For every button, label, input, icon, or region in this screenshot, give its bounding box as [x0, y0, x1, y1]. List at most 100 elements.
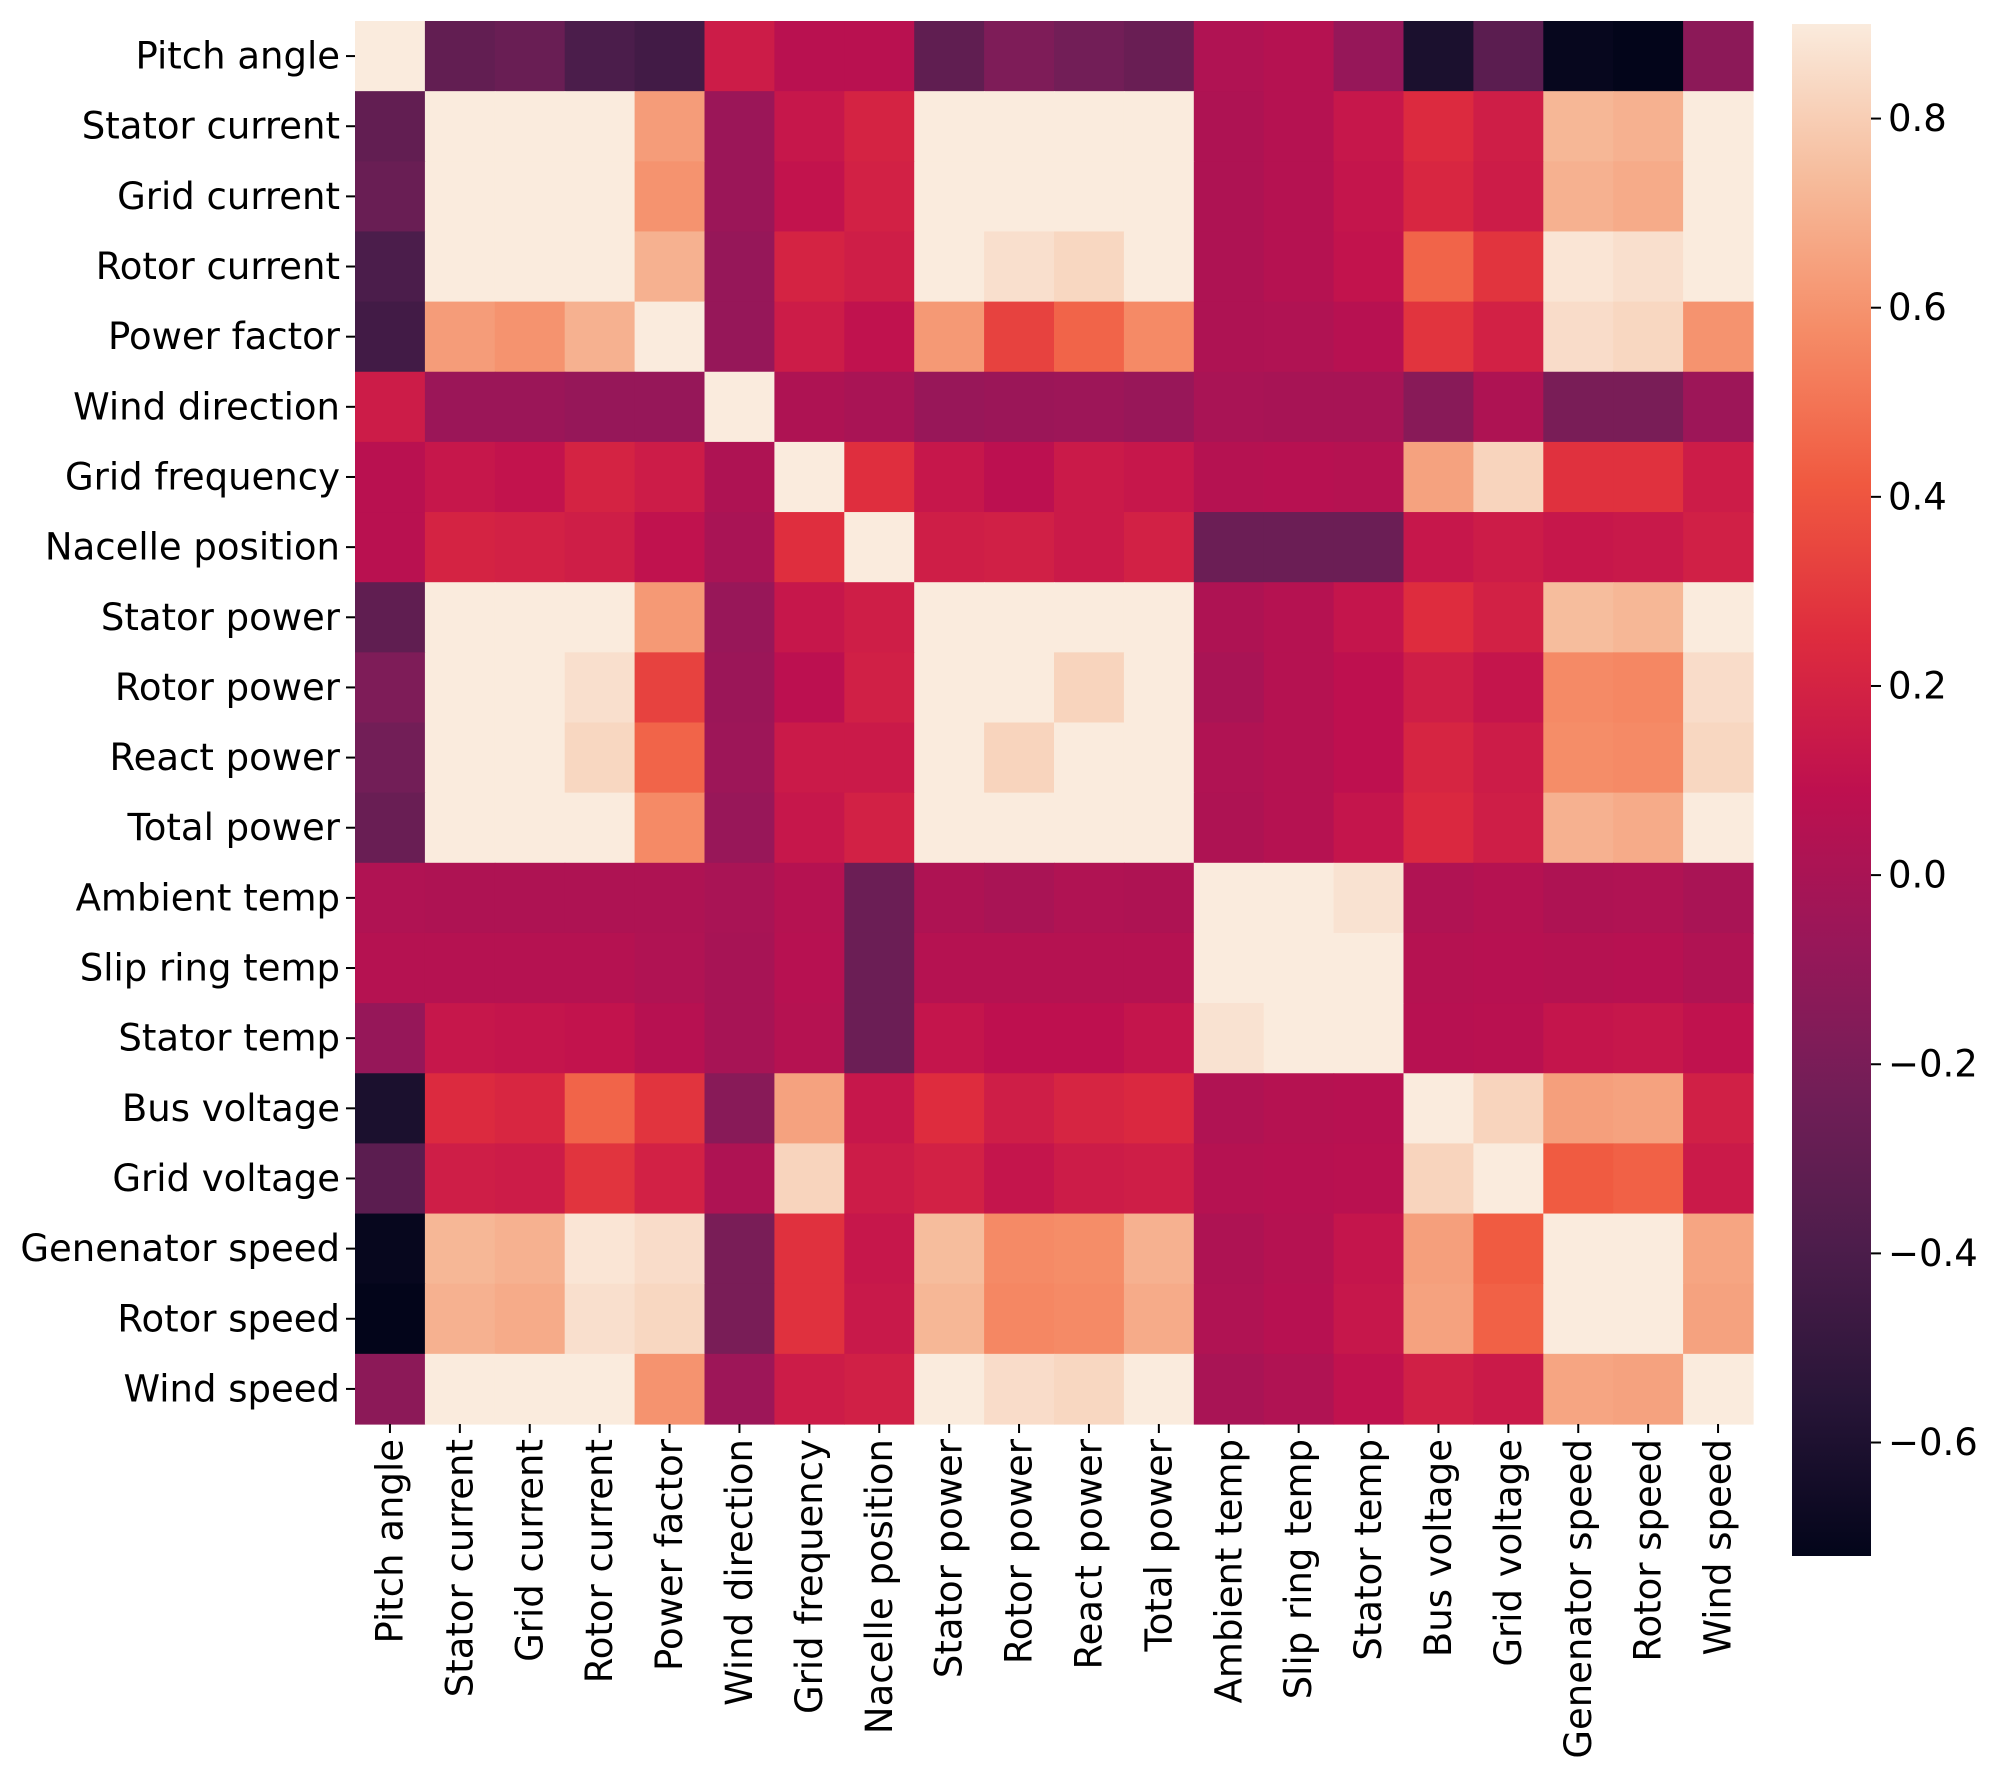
- heatmap-cell-grid-frequency-stator-temp: [1333, 441, 1405, 513]
- heatmap-cell-wind-speed-stator-power: [914, 1353, 985, 1425]
- heatmap-cell-pitch-angle-slip-ring-temp: [1263, 21, 1335, 92]
- heatmap-cell-total-power-bus-voltage: [1403, 792, 1474, 864]
- heatmap-cell-wind-direction-wind-speed: [1683, 371, 1754, 443]
- y-tick-label-wind-direction: Wind direction: [73, 385, 340, 428]
- heatmap-cell-wind-direction-pitch-angle: [355, 371, 426, 443]
- heatmap-cell-nacelle-position-react-power: [1054, 512, 1125, 583]
- heatmap-cell-ambient-temp-rotor-speed: [1613, 862, 1684, 934]
- heatmap-cell-rotor-current-bus-voltage: [1403, 231, 1474, 303]
- heatmap-cell-rotor-power-grid-current: [494, 652, 566, 724]
- heatmap-cell-pitch-angle-ambient-temp: [1193, 21, 1265, 92]
- x-tick-label-total-power: Total power: [1137, 1438, 1180, 1652]
- heatmap-cell-genenator-speed-grid-frequency: [774, 1213, 845, 1285]
- heatmap-cell-rotor-current-react-power: [1054, 231, 1125, 303]
- heatmap-cell-pitch-angle-rotor-speed: [1613, 21, 1684, 92]
- heatmap-cell-wind-direction-rotor-current: [564, 371, 636, 443]
- heatmap-cell-wind-direction-power-factor: [634, 371, 706, 443]
- colorbar-tick-label: 0.6: [1888, 286, 1947, 329]
- heatmap-cell-rotor-power-power-factor: [634, 652, 706, 724]
- heatmap-cell-rotor-speed-stator-current: [424, 1283, 496, 1355]
- heatmap-cell-stator-power-wind-speed: [1683, 582, 1754, 653]
- heatmap-cell-grid-current-power-factor: [634, 161, 706, 233]
- heatmap-cell-rotor-current-rotor-speed: [1613, 231, 1684, 303]
- x-axis-labels: Pitch angle Stator current Grid current Rot…: [368, 1424, 1740, 1759]
- heatmap-cell-wind-speed-wind-speed: [1683, 1353, 1754, 1425]
- heatmap-cell-stator-power-rotor-power: [984, 582, 1055, 653]
- heatmap-cell-bus-voltage-stator-power: [914, 1073, 985, 1144]
- heatmap-cell-stator-power-react-power: [1054, 582, 1125, 653]
- heatmap-cell-stator-power-grid-voltage: [1473, 582, 1544, 653]
- heatmap-cell-grid-current-bus-voltage: [1403, 161, 1474, 233]
- heatmap-cell-grid-frequency-nacelle-position: [844, 441, 915, 513]
- heatmap-cell-wind-speed-react-power: [1054, 1353, 1125, 1425]
- heatmap-cell-rotor-speed-genenator-speed: [1543, 1283, 1614, 1355]
- heatmap-cell-genenator-speed-grid-voltage: [1473, 1213, 1544, 1285]
- heatmap-cell-genenator-speed-power-factor: [634, 1213, 706, 1285]
- heatmap-cell-slip-ring-temp-genenator-speed: [1543, 932, 1614, 1004]
- heatmap-cell-grid-voltage-rotor-speed: [1613, 1143, 1684, 1215]
- heatmap-cell-nacelle-position-bus-voltage: [1403, 512, 1474, 583]
- heatmap-cell-bus-voltage-stator-temp: [1333, 1073, 1405, 1144]
- x-tick-label-slip-ring-temp: Slip ring temp: [1277, 1439, 1320, 1699]
- heatmap-cell-react-power-pitch-angle: [355, 722, 426, 794]
- heatmap-cell-rotor-power-bus-voltage: [1403, 652, 1474, 724]
- heatmap-cell-power-factor-rotor-current: [564, 301, 636, 373]
- heatmap-cell-rotor-current-total-power: [1123, 231, 1195, 303]
- heatmap-cell-rotor-power-react-power: [1054, 652, 1125, 724]
- heatmap-cell-react-power-wind-speed: [1683, 722, 1754, 794]
- heatmap-cell-grid-voltage-pitch-angle: [355, 1143, 426, 1215]
- heatmap-cell-slip-ring-temp-grid-current: [494, 932, 566, 1004]
- heatmap-cell-rotor-speed-stator-temp: [1333, 1283, 1405, 1355]
- heatmap-cell-rotor-power-ambient-temp: [1193, 652, 1265, 724]
- heatmap-cell-react-power-wind-direction: [704, 722, 775, 794]
- y-tick-label-ambient-temp: Ambient temp: [76, 876, 340, 919]
- heatmap-cell-react-power-stator-current: [424, 722, 496, 794]
- heatmap-cell-react-power-stator-power: [914, 722, 985, 794]
- heatmap-cell-slip-ring-temp-power-factor: [634, 932, 706, 1004]
- heatmap-cell-rotor-speed-total-power: [1123, 1283, 1195, 1355]
- heatmap-cell-nacelle-position-slip-ring-temp: [1263, 512, 1335, 583]
- heatmap-cell-ambient-temp-react-power: [1054, 862, 1125, 934]
- heatmap-cell-ambient-temp-slip-ring-temp: [1263, 862, 1335, 934]
- heatmap-cell-bus-voltage-pitch-angle: [355, 1073, 426, 1144]
- heatmap-cell-react-power-grid-frequency: [774, 722, 845, 794]
- heatmap-cell-wind-speed-grid-frequency: [774, 1353, 845, 1425]
- heatmap-cell-rotor-speed-nacelle-position: [844, 1283, 915, 1355]
- heatmap-cell-bus-voltage-react-power: [1054, 1073, 1125, 1144]
- heatmap-cell-grid-voltage-rotor-power: [984, 1143, 1055, 1215]
- heatmap-cell-grid-voltage-power-factor: [634, 1143, 706, 1215]
- heatmap-cell-grid-frequency-pitch-angle: [355, 441, 426, 513]
- heatmap-cell-stator-current-total-power: [1123, 91, 1195, 162]
- heatmap-cell-stator-temp-rotor-speed: [1613, 1003, 1684, 1074]
- heatmap-cell-rotor-speed-slip-ring-temp: [1263, 1283, 1335, 1355]
- heatmap-cell-rotor-power-genenator-speed: [1543, 652, 1614, 724]
- heatmap-cell-react-power-react-power: [1054, 722, 1125, 794]
- heatmap-cell-rotor-current-wind-speed: [1683, 231, 1754, 303]
- heatmap-cell-genenator-speed-rotor-power: [984, 1213, 1055, 1285]
- heatmap-cell-react-power-ambient-temp: [1193, 722, 1265, 794]
- heatmap-cell-react-power-slip-ring-temp: [1263, 722, 1335, 794]
- heatmap-cell-grid-current-wind-speed: [1683, 161, 1754, 233]
- heatmap-cell-stator-power-pitch-angle: [355, 582, 426, 653]
- heatmap-cell-wind-direction-total-power: [1123, 371, 1195, 443]
- heatmap-cell-wind-direction-bus-voltage: [1403, 371, 1474, 443]
- heatmap-cell-pitch-angle-wind-direction: [704, 21, 775, 92]
- heatmap-cell-wind-speed-bus-voltage: [1403, 1353, 1474, 1425]
- heatmap-cell-rotor-current-rotor-current: [564, 231, 636, 303]
- heatmap-cell-bus-voltage-grid-frequency: [774, 1073, 845, 1144]
- heatmap-cell-stator-power-total-power: [1123, 582, 1195, 653]
- heatmap-cell-grid-voltage-wind-speed: [1683, 1143, 1754, 1215]
- heatmap-cell-wind-direction-react-power: [1054, 371, 1125, 443]
- heatmap-cell-ambient-temp-stator-temp: [1333, 862, 1405, 934]
- heatmap-cell-react-power-total-power: [1123, 722, 1195, 794]
- heatmap-cell-stator-temp-stator-power: [914, 1003, 985, 1074]
- heatmap-cell-bus-voltage-rotor-speed: [1613, 1073, 1684, 1144]
- heatmap-cell-stator-temp-rotor-current: [564, 1003, 636, 1074]
- heatmap-cell-genenator-speed-react-power: [1054, 1213, 1125, 1285]
- heatmap-cell-stator-power-genenator-speed: [1543, 582, 1614, 653]
- y-tick-label-total-power: Total power: [126, 806, 340, 849]
- heatmap-cell-stator-power-stator-current: [424, 582, 496, 653]
- x-tick-label-ambient-temp: Ambient temp: [1207, 1439, 1250, 1703]
- heatmap-cell-total-power-wind-direction: [704, 792, 775, 864]
- heatmap-cell-pitch-angle-rotor-current: [564, 21, 636, 92]
